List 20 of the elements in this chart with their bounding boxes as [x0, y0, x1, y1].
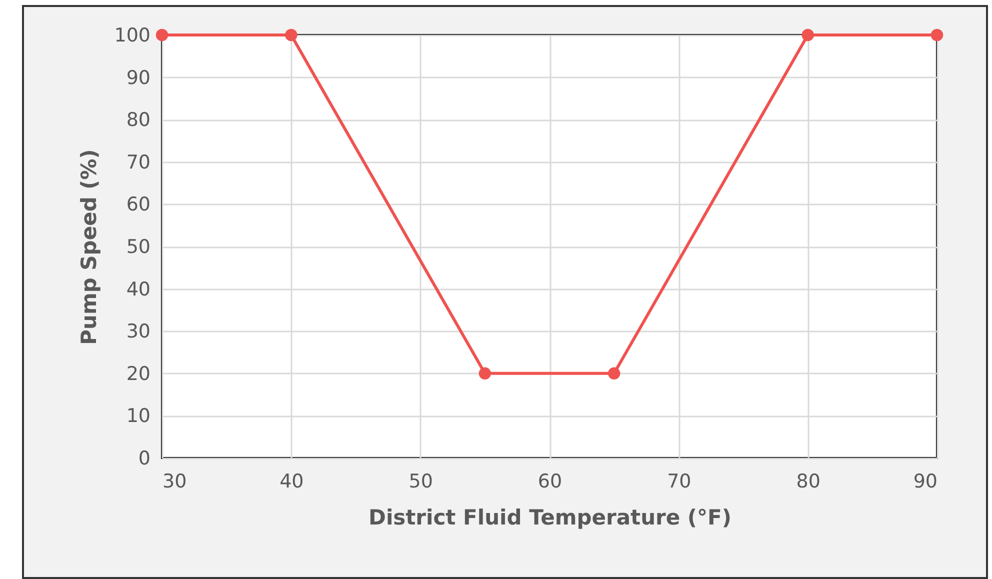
y-tick-label: 10 — [126, 405, 150, 428]
x-tick-label: 80 — [796, 470, 820, 492]
y-tick-label: 0 — [138, 448, 150, 470]
x-tick-label: 60 — [538, 470, 562, 492]
y-tick-label: 90 — [126, 66, 150, 89]
x-tick-label: 40 — [280, 470, 304, 492]
x-tick-label: 50 — [408, 470, 433, 492]
x-tick-label: 30 — [162, 470, 187, 492]
x-tick-label: 70 — [667, 470, 692, 492]
y-tick-label: 70 — [126, 151, 150, 174]
y-tick-label: 80 — [126, 109, 150, 132]
y-tick-label: 60 — [126, 194, 150, 216]
y-axis-title: Pump Speed (%) — [77, 149, 102, 345]
y-tick-label: 100 — [114, 24, 150, 46]
x-axis-title: District Fluid Temperature (°F) — [368, 506, 732, 530]
y-tick-label: 40 — [126, 278, 150, 300]
y-tick-label: 30 — [126, 320, 150, 343]
y-tick-label: 50 — [126, 236, 150, 258]
y-tick-label: 20 — [126, 362, 150, 385]
x-tick-label: 90 — [913, 470, 938, 492]
